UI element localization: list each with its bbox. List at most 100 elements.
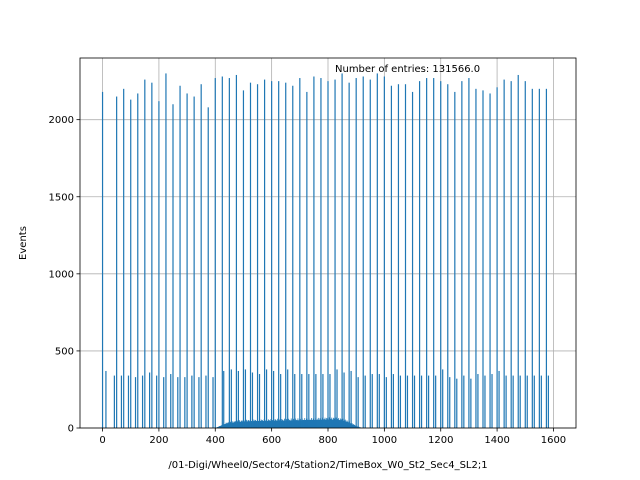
tall-spike-bar (200, 84, 202, 429)
x-axis-label: /01-Digi/Wheel0/Sector4/Station2/TimeBox… (168, 460, 487, 471)
tall-spike-bar (249, 82, 252, 429)
short-spike-bar (198, 377, 200, 429)
background-bin (265, 420, 267, 428)
background-bin (231, 422, 233, 428)
tall-spike-bar (447, 84, 449, 429)
tall-spike-bar (362, 76, 364, 428)
short-spike-bar (540, 375, 542, 428)
short-spike-bar (184, 377, 186, 429)
background-bin (224, 424, 226, 428)
background-bin (235, 421, 236, 428)
tall-spike-bar (538, 88, 540, 428)
background-bin (345, 422, 347, 428)
background-bin (217, 427, 219, 428)
short-spike-bar (301, 374, 303, 428)
x-tick-label: 1600 (541, 435, 566, 446)
short-spike-bar (191, 375, 193, 428)
background-bin (295, 419, 297, 428)
background-bin (234, 421, 235, 428)
background-bin (233, 423, 235, 428)
background-bin (240, 422, 241, 428)
background-bin (240, 420, 242, 428)
background-bin (241, 420, 243, 428)
background-bin (260, 422, 262, 428)
tall-spike-bar (116, 96, 118, 428)
short-spike-bar (343, 372, 345, 428)
background-bin (269, 421, 271, 428)
background-bin (300, 418, 301, 428)
tall-spike-bar (186, 93, 188, 429)
y-tick-label: 500 (55, 346, 74, 357)
tall-spike-bar (418, 81, 421, 429)
background-bin (253, 422, 255, 428)
short-spike-bar (435, 375, 437, 428)
tall-spike-bar (158, 101, 160, 429)
background-bin (323, 419, 325, 428)
short-spike-bar (477, 374, 479, 428)
short-spike-bar (484, 375, 486, 428)
background-bin (247, 420, 249, 428)
background-bin (256, 421, 257, 428)
background-bin (225, 422, 227, 428)
background-bin (298, 421, 300, 428)
background-bin (346, 420, 348, 428)
tall-spike-bar (256, 84, 259, 429)
entries-annotation: Number of entries: 131566.0 (335, 64, 480, 75)
short-spike-bar (533, 375, 535, 428)
tall-spike-bar (327, 81, 329, 429)
background-bin (296, 420, 298, 428)
y-tick-label: 0 (68, 424, 74, 435)
background-bin (261, 419, 263, 428)
tall-spike-bar (313, 76, 315, 428)
background-bin (289, 420, 291, 428)
short-spike-bar (294, 374, 296, 428)
short-spike-bar (223, 370, 225, 428)
short-spike-bar (308, 374, 310, 428)
background-bin (286, 419, 288, 428)
x-tick-label: 1000 (372, 435, 397, 446)
background-bin (332, 421, 334, 428)
background-bin (245, 419, 247, 428)
short-spike-bar (463, 375, 465, 428)
background-bin (342, 418, 344, 428)
short-spike-bar (170, 374, 172, 428)
tall-spike-bar (510, 81, 512, 429)
x-tick-label: 600 (262, 435, 281, 446)
background-bin (272, 420, 273, 428)
background-bin (310, 419, 312, 428)
tall-spike-bar (101, 91, 104, 429)
short-spike-bar (512, 375, 514, 428)
tall-spike-bar (545, 88, 548, 428)
short-spike-bar (406, 375, 409, 428)
background-bin (319, 418, 321, 428)
background-bin (311, 421, 313, 428)
short-spike-bar (526, 375, 528, 428)
background-bin (304, 418, 306, 428)
background-bin (251, 421, 252, 428)
tall-spike-bar (172, 104, 174, 428)
short-spike-bar (322, 374, 324, 428)
background-bin (228, 422, 230, 428)
tall-spike-bar (235, 74, 238, 429)
tall-spike-bar (228, 78, 230, 428)
background-bin (239, 420, 241, 428)
short-spike-bar (251, 372, 254, 428)
tall-spike-bar (383, 76, 385, 428)
short-spike-bar (399, 375, 402, 428)
tall-spike-bar (263, 79, 266, 428)
tall-spike-bar (144, 79, 146, 428)
short-spike-bar (113, 375, 115, 428)
background-bin (353, 424, 355, 428)
short-spike-bar (498, 370, 500, 428)
background-bin (302, 419, 304, 428)
background-bin (248, 420, 250, 428)
background-bin (354, 424, 356, 428)
background-bin (267, 419, 269, 428)
short-spike-bar (392, 374, 394, 428)
y-tick-label: 1500 (49, 192, 74, 203)
background-bin (355, 425, 356, 428)
short-spike-bar (212, 377, 214, 429)
tall-spike-bar (334, 79, 336, 428)
background-bin (338, 421, 340, 428)
